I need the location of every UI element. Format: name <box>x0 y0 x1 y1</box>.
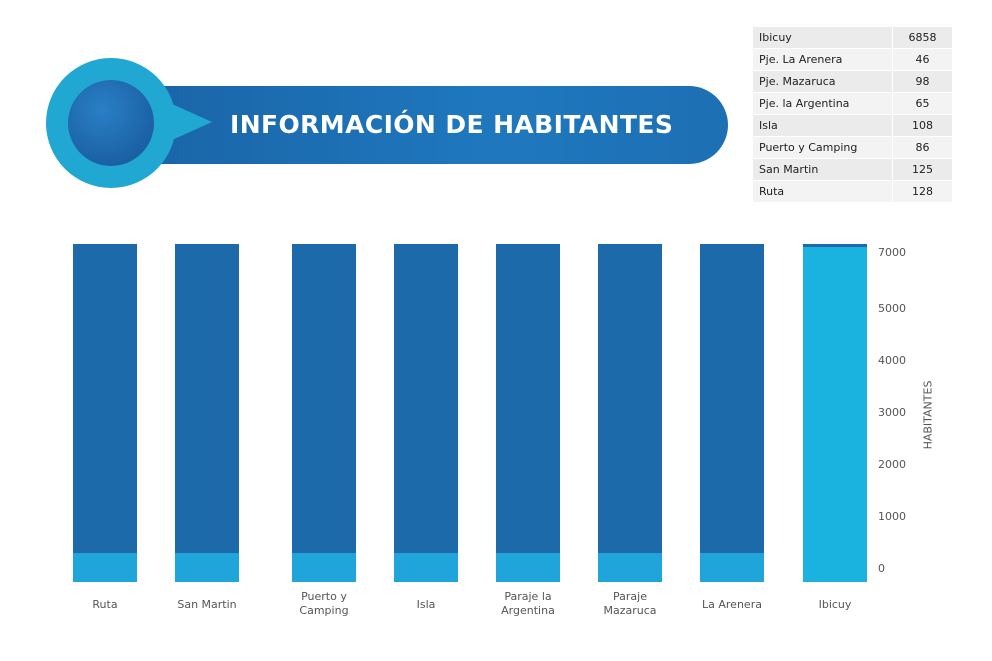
bar <box>394 553 458 582</box>
population-table: Ibicuy 6858 Pje. La Arenera 46 Pje. Mazaruca… <box>752 26 953 203</box>
bar <box>73 553 137 582</box>
table-cell-value: 86 <box>892 136 953 159</box>
bar-group <box>175 244 239 582</box>
title-circle-icon <box>46 58 176 188</box>
bar-group <box>700 244 764 582</box>
x-tick-label: Ibicuy <box>819 598 852 611</box>
bar-background <box>496 244 560 553</box>
page-title: INFORMACIÓN DE HABITANTES <box>230 110 674 139</box>
table-cell-name: Pje. La Arenera <box>752 48 893 71</box>
table-cell-value: 6858 <box>892 26 953 49</box>
bar-group <box>394 244 458 582</box>
x-tick-label: Argentina <box>501 604 555 617</box>
x-tick-label: La Arenera <box>702 598 762 611</box>
y-tick-label: 3000 <box>878 406 906 419</box>
table-cell-name: Pje. la Argentina <box>752 92 893 115</box>
bar <box>803 247 867 582</box>
x-tick-label: Paraje la <box>504 590 551 603</box>
bar <box>700 553 764 582</box>
table-cell-value: 128 <box>892 180 953 203</box>
table-row: Pje. Mazaruca 98 <box>752 70 953 93</box>
table-row: Ruta 128 <box>752 180 953 203</box>
table-cell-name: Ruta <box>752 180 893 203</box>
y-tick-label: 0 <box>878 562 885 575</box>
y-tick-label: 5000 <box>878 302 906 315</box>
table-row: Puerto y Camping 86 <box>752 136 953 159</box>
bar-background <box>73 244 137 553</box>
title-circle-inner <box>68 80 154 166</box>
table-row: Pje. La Arenera 46 <box>752 48 953 71</box>
bar-background <box>700 244 764 553</box>
title-banner: INFORMACIÓN DE HABITANTES <box>150 86 728 164</box>
bar <box>598 553 662 582</box>
table-cell-name: Isla <box>752 114 893 137</box>
table-cell-name: Pje. Mazaruca <box>752 70 893 93</box>
bar-group <box>598 244 662 582</box>
x-tick-label: Isla <box>417 598 436 611</box>
x-tick-label: Paraje <box>613 590 647 603</box>
bar-background <box>292 244 356 553</box>
table-cell-name: San Martin <box>752 158 893 181</box>
y-tick-label: 2000 <box>878 458 906 471</box>
table-cell-value: 46 <box>892 48 953 71</box>
bar-background <box>175 244 239 553</box>
x-tick-label: Puerto y <box>301 590 347 603</box>
table-row: Isla 108 <box>752 114 953 137</box>
bar-group <box>73 244 137 582</box>
table-row: Ibicuy 6858 <box>752 26 953 49</box>
bar-group <box>292 244 356 582</box>
banner-pointer <box>172 104 212 140</box>
table-row: San Martin 125 <box>752 158 953 181</box>
table-row: Pje. la Argentina 65 <box>752 92 953 115</box>
y-tick-label: 7000 <box>878 246 906 259</box>
bar-background <box>394 244 458 553</box>
population-table-body: Ibicuy 6858 Pje. La Arenera 46 Pje. Mazaruca… <box>752 26 953 203</box>
y-tick-label: 4000 <box>878 354 906 367</box>
x-tick-label: Camping <box>299 604 348 617</box>
bar <box>292 553 356 582</box>
bar-group <box>803 244 867 582</box>
table-cell-name: Ibicuy <box>752 26 893 49</box>
x-tick-label: Mazaruca <box>603 604 656 617</box>
x-tick-label: Ruta <box>92 598 117 611</box>
y-tick-label: 1000 <box>878 510 906 523</box>
bar-cap <box>803 244 867 247</box>
bar-group <box>496 244 560 582</box>
bar <box>175 553 239 582</box>
table-cell-value: 108 <box>892 114 953 137</box>
bar <box>496 553 560 582</box>
x-tick-label: San Martin <box>177 598 236 611</box>
bar-background <box>598 244 662 553</box>
